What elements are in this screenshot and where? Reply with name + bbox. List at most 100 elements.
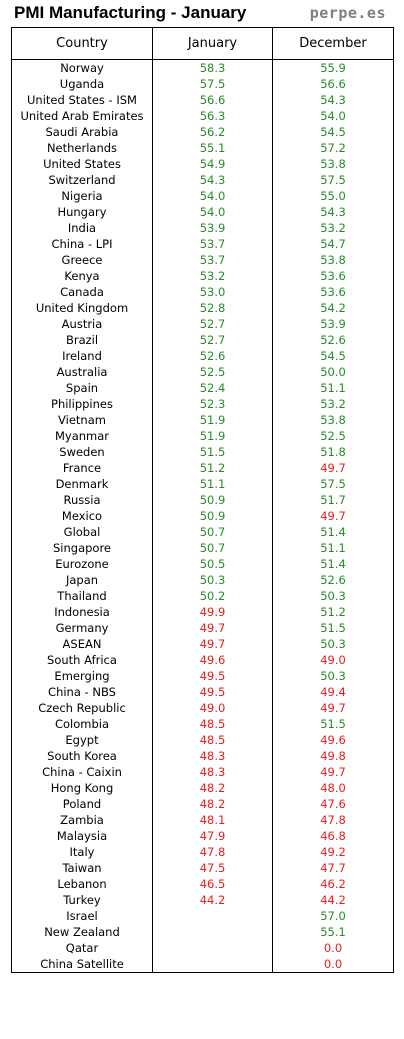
country-cell: Russia <box>11 492 153 508</box>
table-row: New Zealand 55.1 <box>11 924 394 940</box>
december-value: 51.4 <box>272 556 394 572</box>
december-value: 53.8 <box>272 412 394 428</box>
brand-watermark: perpe.es <box>309 4 386 22</box>
table-row: Italy 47.8 49.2 <box>11 844 394 860</box>
country-cell: Global <box>11 524 153 540</box>
december-value: 49.4 <box>272 684 394 700</box>
december-value: 49.7 <box>272 460 394 476</box>
december-value: 57.5 <box>272 476 394 492</box>
january-value: 56.3 <box>152 108 273 124</box>
january-value: 55.1 <box>152 140 273 156</box>
country-cell: Eurozone <box>11 556 153 572</box>
december-value: 53.8 <box>272 156 394 172</box>
table-row: Canada 53.0 53.6 <box>11 284 394 300</box>
december-value: 51.7 <box>272 492 394 508</box>
table-row: Qatar 0.0 <box>11 940 394 956</box>
december-value: 53.6 <box>272 268 394 284</box>
table-row: Poland 48.2 47.6 <box>11 796 394 812</box>
table-row: Myanmar 51.9 52.5 <box>11 428 394 444</box>
december-value: 52.5 <box>272 428 394 444</box>
table-row: Nigeria 54.0 55.0 <box>11 188 394 204</box>
december-value: 49.7 <box>272 700 394 716</box>
country-cell: China - Caixin <box>11 764 153 780</box>
january-value: 54.0 <box>152 204 273 220</box>
december-value: 50.0 <box>272 364 394 380</box>
december-value: 55.1 <box>272 924 394 940</box>
january-value <box>152 908 273 924</box>
december-value: 49.7 <box>272 508 394 524</box>
january-value: 50.9 <box>152 492 273 508</box>
december-value: 57.5 <box>272 172 394 188</box>
december-value: 48.0 <box>272 780 394 796</box>
country-cell: Zambia <box>11 812 153 828</box>
country-cell: China - NBS <box>11 684 153 700</box>
table-row: Taiwan 47.5 47.7 <box>11 860 394 876</box>
table-row: Singapore 50.7 51.1 <box>11 540 394 556</box>
december-value: 0.0 <box>272 956 394 973</box>
header-row: Country January December <box>11 27 394 60</box>
table-row: Lebanon 46.5 46.2 <box>11 876 394 892</box>
december-value: 51.1 <box>272 380 394 396</box>
country-cell: Kenya <box>11 268 153 284</box>
table-row: Philippines 52.3 53.2 <box>11 396 394 412</box>
country-cell: Sweden <box>11 444 153 460</box>
country-cell: Colombia <box>11 716 153 732</box>
december-value: 51.5 <box>272 620 394 636</box>
country-cell: Hungary <box>11 204 153 220</box>
january-value: 48.3 <box>152 748 273 764</box>
country-cell: Uganda <box>11 76 153 92</box>
table-row: Austria 52.7 53.9 <box>11 316 394 332</box>
january-value: 47.5 <box>152 860 273 876</box>
december-value: 51.1 <box>272 540 394 556</box>
december-value: 55.0 <box>272 188 394 204</box>
january-value: 48.3 <box>152 764 273 780</box>
table-row: Greece 53.7 53.8 <box>11 252 394 268</box>
country-cell: Emerging <box>11 668 153 684</box>
country-cell: Vietnam <box>11 412 153 428</box>
country-cell: China Satellite <box>11 956 153 973</box>
country-cell: Italy <box>11 844 153 860</box>
january-value: 50.7 <box>152 540 273 556</box>
january-value: 47.8 <box>152 844 273 860</box>
december-value: 49.7 <box>272 764 394 780</box>
december-value: 50.3 <box>272 636 394 652</box>
january-value: 52.4 <box>152 380 273 396</box>
january-value: 53.7 <box>152 236 273 252</box>
table-row: Czech Republic 49.0 49.7 <box>11 700 394 716</box>
table-row: United Arab Emirates 56.3 54.0 <box>11 108 394 124</box>
table-row: South Africa 49.6 49.0 <box>11 652 394 668</box>
country-cell: Norway <box>11 59 153 76</box>
december-value: 46.8 <box>272 828 394 844</box>
country-cell: Czech Republic <box>11 700 153 716</box>
january-value: 51.5 <box>152 444 273 460</box>
table-row: Zambia 48.1 47.8 <box>11 812 394 828</box>
table-row: Malaysia 47.9 46.8 <box>11 828 394 844</box>
country-cell: Greece <box>11 252 153 268</box>
january-value: 56.2 <box>152 124 273 140</box>
december-value: 53.6 <box>272 284 394 300</box>
country-cell: Israel <box>11 908 153 924</box>
country-cell: Qatar <box>11 940 153 956</box>
country-cell: Germany <box>11 620 153 636</box>
column-header-december: December <box>272 27 394 60</box>
country-cell: Spain <box>11 380 153 396</box>
january-value: 48.1 <box>152 812 273 828</box>
january-value: 48.2 <box>152 780 273 796</box>
table-row: Thailand 50.2 50.3 <box>11 588 394 604</box>
december-value: 54.2 <box>272 300 394 316</box>
country-cell: France <box>11 460 153 476</box>
january-value: 52.3 <box>152 396 273 412</box>
january-value <box>152 956 273 973</box>
january-value: 53.0 <box>152 284 273 300</box>
january-value: 50.2 <box>152 588 273 604</box>
january-value: 51.2 <box>152 460 273 476</box>
january-value: 49.5 <box>152 684 273 700</box>
december-value: 47.6 <box>272 796 394 812</box>
table-row: China - LPI 53.7 54.7 <box>11 236 394 252</box>
january-value: 50.3 <box>152 572 273 588</box>
december-value: 53.8 <box>272 252 394 268</box>
country-cell: United States <box>11 156 153 172</box>
country-cell: Turkey <box>11 892 153 908</box>
column-header-country: Country <box>11 27 153 60</box>
december-value: 54.5 <box>272 348 394 364</box>
